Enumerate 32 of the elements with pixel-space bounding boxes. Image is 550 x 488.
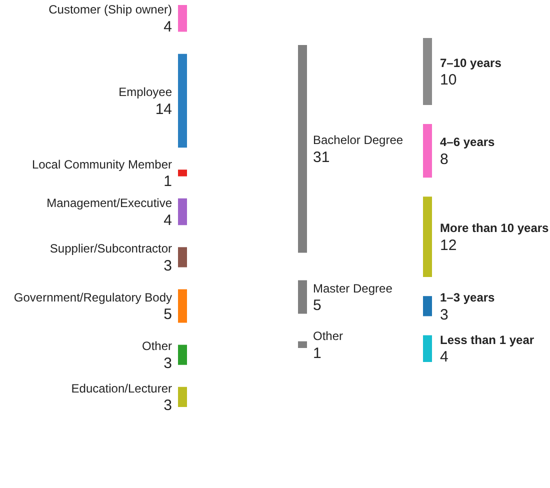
category-label: Education/Lecturer [71,381,172,396]
data-label: 5 [164,306,172,324]
category-label: Employee [118,85,172,100]
data-label: 3 [440,306,448,324]
category-label: Bachelor Degree [313,133,404,148]
data-label: 12 [440,236,457,254]
data-label: 14 [155,100,172,118]
data-label: 8 [440,150,448,168]
data-label: 4 [440,348,448,366]
data-label: 5 [313,297,322,314]
data-label: 1 [313,344,322,362]
data-label: 10 [440,72,457,89]
category-label: Supplier/Subcontractor [50,242,172,256]
category-label: Master Degree [313,281,393,296]
data-label: 1 [164,173,172,190]
category-label: Other [313,328,344,343]
category-label: More than 10 years [440,221,550,236]
category-label: Other [142,339,172,354]
category-label: 1–3 years [440,290,496,304]
category-label: 7–10 years [440,56,502,70]
data-label: 3 [164,257,172,274]
data-label: 31 [313,148,330,166]
data-label: 4 [164,212,172,229]
category-label: Management/Executive [46,196,172,210]
category-label: 4–6 years [440,135,496,150]
category-label: Local Community Member [32,157,172,172]
data-label: 3 [164,397,172,414]
data-label: 4 [164,18,172,36]
category-label: Less than 1 year [440,332,534,347]
data-label: 3 [164,354,172,372]
category-label: Customer (Ship owner) [48,2,172,17]
category-label: Government/Regulatory Body [14,290,172,304]
